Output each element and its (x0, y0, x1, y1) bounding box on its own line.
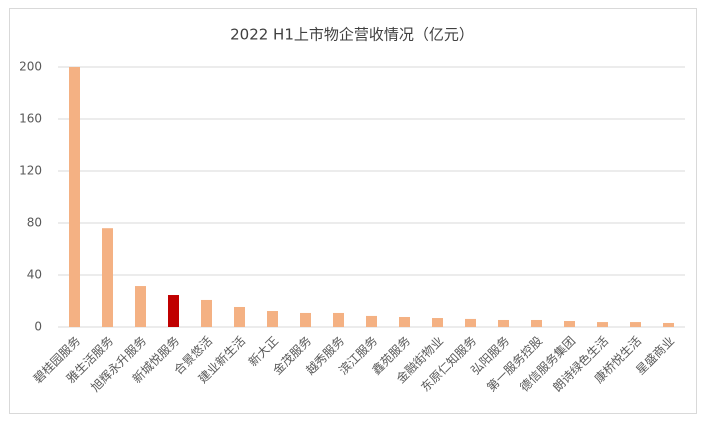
bar (498, 319, 509, 327)
y-tick-label: 200 (19, 60, 42, 74)
bar (102, 228, 113, 327)
y-tick-label: 40 (27, 268, 42, 282)
y-tick-label: 0 (34, 320, 42, 334)
y-tick-label: 120 (19, 164, 42, 178)
bar (267, 311, 278, 327)
bar (564, 321, 575, 327)
bar (168, 295, 179, 327)
bar (366, 315, 377, 327)
bar (663, 322, 674, 327)
bar (597, 322, 608, 327)
chart-border (9, 8, 697, 414)
bar (234, 306, 245, 327)
bar (135, 286, 146, 327)
bar (432, 318, 443, 327)
bar (69, 67, 80, 327)
bar (399, 316, 410, 327)
bar (333, 312, 344, 327)
bar (531, 319, 542, 327)
chart-title: 2022 H1上市物企营收情况（亿元） (230, 26, 474, 44)
y-tick-label: 160 (19, 112, 42, 126)
bar (630, 322, 641, 327)
bar (300, 312, 311, 327)
bar (465, 318, 476, 327)
bar (201, 299, 212, 327)
y-tick-label: 80 (27, 216, 42, 230)
